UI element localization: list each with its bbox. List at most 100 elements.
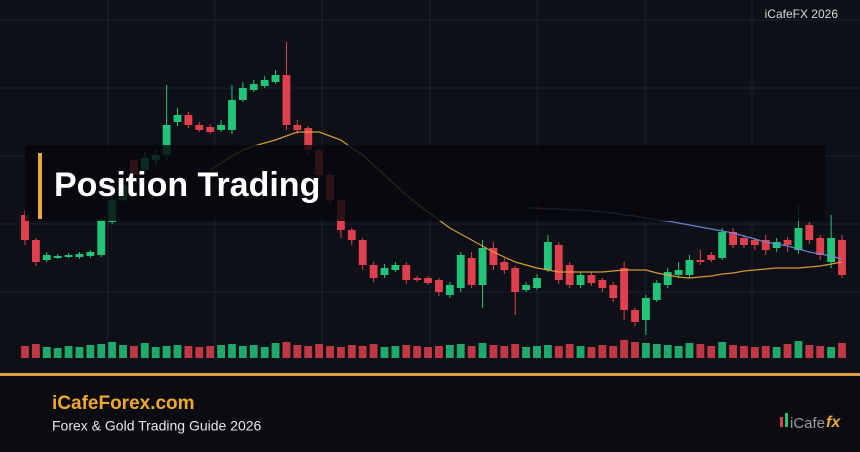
volume-bar [130,346,138,358]
candle-body [489,248,498,265]
candle-body [522,285,531,290]
candle-body [641,298,650,320]
candle-body [674,270,683,275]
volume-bar [228,344,236,358]
volume-bar [445,345,454,358]
volume-bar [652,344,661,358]
volume-bar [674,346,683,358]
volume-bar [108,342,117,358]
volume-bar [620,340,629,358]
volume-bar [424,347,432,358]
volume-bar [21,346,29,358]
volume-bar [97,344,106,358]
volume-bar [75,347,84,358]
volume-bar [315,344,324,358]
candle-body [293,125,302,130]
volume-bar [816,346,825,358]
title-band [25,145,825,221]
candle-body [97,220,106,255]
candle-body [64,255,73,257]
candle-body [631,310,639,322]
candle-body [587,275,596,283]
candle-body [805,225,814,240]
candle-body [282,75,291,125]
candle-body [260,80,269,86]
candle-body [729,232,737,245]
candle-body [718,232,727,258]
volume-bar [838,343,846,358]
volume-bar [554,346,563,358]
candle-body [217,125,226,130]
volume-bar [794,341,803,358]
candle-body [304,128,313,150]
volume-bar [173,345,182,358]
candle-body [402,265,411,280]
volume-bar [206,346,215,358]
logo-icon [785,413,788,427]
candle-body [228,100,236,130]
moving-average [209,131,843,279]
candle-body [271,75,280,82]
candle-body [554,245,563,280]
candle-body [663,272,672,285]
volume-bar [271,343,280,358]
volume-bar [587,347,596,358]
volume-bar [86,345,95,358]
volume-bar [151,347,160,358]
volume-bar [511,344,520,358]
volume-bar [598,345,607,358]
candle-body [740,238,748,245]
candle-body [761,240,770,250]
volume-bar [162,346,171,358]
volume-bar [53,348,62,358]
candle-body [652,283,661,300]
volume-bar [380,347,389,358]
logo-text: iCafe [790,415,825,432]
candle-body [369,265,378,278]
volume-bar [140,343,149,358]
candle-body [500,262,509,270]
volume-bar [467,346,476,358]
volume-bar [238,346,247,358]
volume-bar [740,346,748,358]
candle-body [445,285,454,295]
volume-bar [565,344,574,358]
volume-bar [293,345,302,358]
volume-bar [783,344,792,358]
volume-bar [772,347,781,358]
volume-bar [729,345,737,358]
volume-bar [685,343,694,358]
volume-bar [750,347,759,358]
footer-rule [0,373,860,376]
candle-body [347,230,356,240]
candle-body [31,240,40,262]
volume-bar [533,346,541,358]
volume-bar [489,345,498,358]
candle-body [238,88,247,100]
candle-body [696,260,705,262]
volume-bar [576,346,585,358]
candle-body [511,268,520,292]
volume-bar [456,344,465,358]
candle-body [249,84,258,90]
volume-bar [435,346,443,358]
volume-bar [336,347,345,358]
volume-bar [64,346,73,358]
title: Position Trading [54,166,320,204]
volume-bar [631,342,639,358]
volume-bar [184,346,193,358]
volume-bar [304,346,313,358]
volume-bar [260,347,269,358]
candle-body [794,228,803,250]
logo-accent: fx [826,414,841,431]
candle-body [456,255,465,288]
candle-body [391,265,400,270]
candle-body [750,240,759,245]
logo-icon [780,417,783,427]
volume-bar [326,346,334,358]
candle-body [620,268,629,310]
candle-body [86,252,95,256]
candle-body [565,265,574,285]
candle-body [772,242,781,248]
